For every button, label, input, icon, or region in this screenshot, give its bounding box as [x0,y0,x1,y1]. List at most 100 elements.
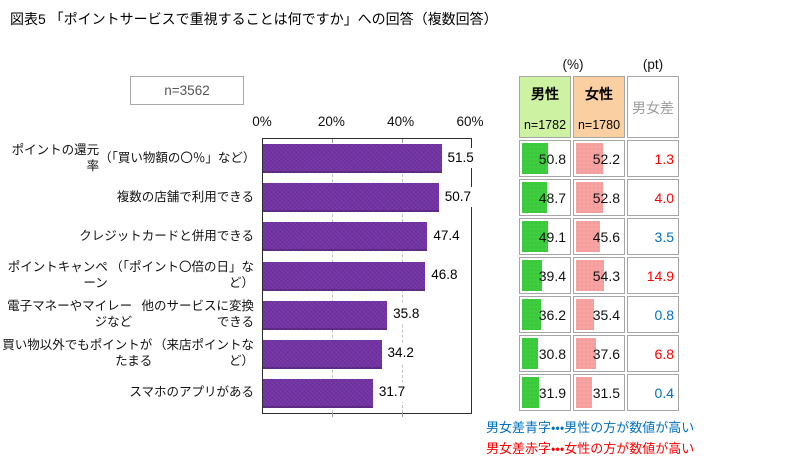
cell-value: 0.8 [654,306,674,323]
female-value-cell: 52.2 [573,140,625,177]
diff-value-cell: 0.4 [627,374,679,411]
sample-size-box: n=3562 [130,76,244,105]
axis-tick-mark [332,139,334,143]
axis-tick-mark [332,413,334,417]
female-value-cell: 54.3 [573,257,625,294]
category-label: 電子マネーやマイレージなど 他のサービスに変換できる [0,295,254,334]
mini-bar-female [576,143,604,174]
bar [263,261,426,291]
cell-value: 39.4 [538,267,566,284]
percent-unit-label: (%) [562,57,584,72]
cell-value: 49.1 [538,228,566,245]
page-title: 図表5 「ポイントサービスで重視することは何ですか」への回答（複数回答） [10,11,498,27]
diff-value-cell: 3.5 [627,218,679,255]
cell-value: 52.8 [592,189,620,206]
female-n-label: n=1780 [577,118,621,132]
cell-value: 50.8 [538,150,566,167]
mini-bar-female [576,338,596,369]
mini-bar-male [522,143,549,174]
female-value-cell: 52.8 [573,179,625,216]
bar-value-label: 35.8 [391,304,422,325]
cell-value: 54.3 [592,267,620,284]
cell-value: 1.3 [654,150,674,167]
bar [263,222,428,252]
category-label-line: ポイントキャンペーン [7,259,108,290]
gender-comparison-table: 男性 n=1782 女性 n=1780 男女差 50.8 52.2 1.3 48.7 5… [519,76,679,411]
diff-value-cell: 4.0 [627,179,679,216]
male-value-cell: 30.8 [519,335,571,372]
note-red-legend: 男女差赤字・・・女性の方が数値が高い [486,441,695,456]
mini-bar-female [576,299,595,330]
mini-bar-male [522,260,543,291]
bar-value-label: 51.5 [445,147,476,168]
mini-bar-male [522,338,539,369]
mini-bar-female [576,377,593,408]
cell-value: 30.8 [538,345,566,362]
bar [263,300,388,330]
bar-value-label: 31.7 [376,382,408,403]
cell-value: 37.6 [592,345,620,362]
male-value-cell: 49.1 [519,218,571,255]
bar [263,144,442,174]
category-label-line: 買い物以外でもポイントがたまる [2,338,153,369]
axis-tick-mark [401,139,403,143]
category-label: ポイントキャンペーン （「ポイント〇倍の日」など） [0,255,254,294]
female-value-cell: 37.6 [573,335,625,372]
cell-value: 31.5 [592,384,620,401]
bar [263,378,373,408]
cell-value: 6.8 [654,345,674,362]
category-label-line: 複数の店舗で利用できる [116,189,254,204]
category-label-line: 電子マネーやマイレージなど [7,299,133,330]
category-label-line: スマホのアプリがある [129,385,254,400]
category-label-line: （来店ポイントなど） [153,338,254,369]
male-header-label: 男性 [531,86,559,102]
bar [263,183,439,213]
cell-value: 48.7 [538,189,566,206]
male-header-cell: 男性 n=1782 [519,76,571,138]
x-axis-tick-label: 60% [456,114,484,129]
category-label-line: ポイントの還元率 [11,142,100,173]
cell-value: 31.9 [538,384,566,401]
cell-value: 4.0 [654,189,674,206]
diff-header-label: 男女差 [632,100,674,116]
bar-value-label: 47.4 [431,225,462,246]
female-header-label: 女性 [585,86,613,102]
male-n-label: n=1782 [523,118,567,132]
female-value-cell: 31.5 [573,374,625,411]
bar-value-label: 34.2 [385,343,416,364]
category-label: 買い物以外でもポイントがたまる （来店ポイントなど） [0,334,254,373]
female-value-cell: 45.6 [573,218,625,255]
category-label-line: 他のサービスに変換できる [141,299,254,330]
note-blue-legend: 男女差青字・・・男性の方が数値が高い [486,420,695,435]
bar-value-label: 46.8 [429,265,460,285]
x-axis-tick-label: 40% [387,114,415,129]
cell-value: 3.5 [654,228,674,245]
male-value-cell: 39.4 [519,257,571,294]
category-label: ポイントの還元率 （「買い物額の〇％」など） [0,138,256,177]
diff-value-cell: 1.3 [627,140,679,177]
diff-value-cell: 6.8 [627,335,679,372]
bar-chart-plot-area [262,138,472,417]
diff-value-cell: 0.8 [627,296,679,333]
female-value-cell: 35.4 [573,296,625,333]
bar-value-label: 50.7 [442,186,474,207]
category-label: 複数の店舗で利用できる [0,177,254,216]
diff-value-cell: 14.9 [627,257,679,294]
sample-size-label: n=3562 [164,83,210,98]
x-axis-tick-label: 20% [317,114,345,129]
bar [263,339,382,369]
cell-value: 0.4 [654,384,674,401]
cell-value: 35.4 [592,306,620,323]
axis-tick-mark [401,413,403,417]
category-label: スマホのアプリがある [0,373,254,412]
category-label: クレジットカードと併用できる [0,216,254,255]
mini-bar-female [576,260,605,291]
mini-bar-male [522,299,541,330]
female-header-cell: 女性 n=1780 [573,76,625,138]
mini-bar-male [522,377,539,408]
cell-value: 36.2 [538,306,566,323]
x-axis-tick-label: 0% [252,114,272,129]
male-value-cell: 50.8 [519,140,571,177]
mini-bar-female [576,182,604,213]
